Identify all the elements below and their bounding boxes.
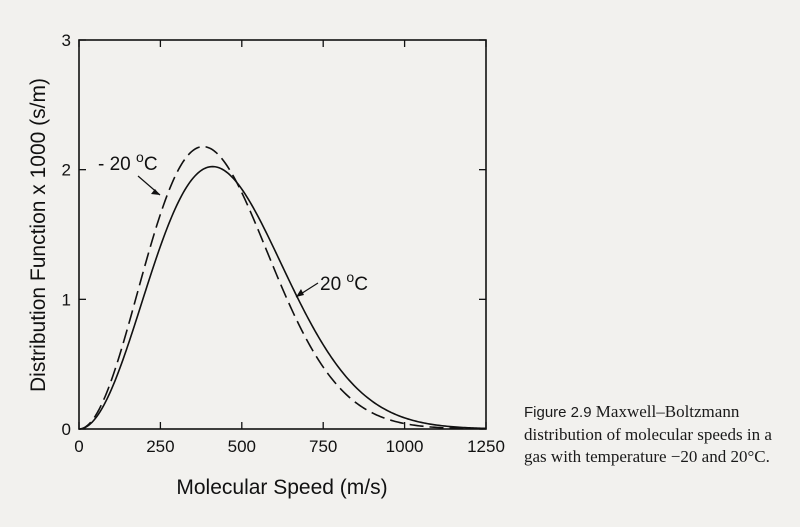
x-tick-label: 1000	[386, 437, 424, 456]
x-tick-label: 0	[74, 437, 83, 456]
x-tick-label: 1250	[467, 437, 505, 456]
caption-text: Maxwell–Boltzmann distribution of molecu…	[524, 402, 772, 466]
y-tick-label: 1	[62, 290, 71, 309]
arrow-head-icon	[296, 289, 304, 297]
x-axis-label: Molecular Speed (m/s)	[176, 476, 387, 499]
y-tick-label: 2	[62, 161, 71, 180]
series-line-20c	[78, 165, 487, 430]
axis-ticks: 0 250 500 750 1000 1250 0 1 2 3	[62, 31, 505, 456]
x-tick-label: 500	[228, 437, 256, 456]
figure-caption: Figure 2.9 Maxwell–Boltzmann distributio…	[524, 401, 794, 468]
y-tick-label: 3	[62, 31, 71, 50]
y-axis-label: Distribution Function x 1000 (s/m)	[27, 78, 50, 392]
series-line-minus-20c	[78, 145, 487, 430]
arrow-head-icon	[151, 189, 160, 195]
plot-frame	[78, 39, 487, 430]
series-layer	[78, 145, 487, 430]
annotation-minus-20c: - 20 oC	[98, 149, 158, 175]
x-tick-label: 750	[309, 437, 337, 456]
figure-number: Figure 2.9	[524, 404, 592, 421]
annotation-20c: 20 oC	[320, 269, 368, 295]
y-tick-label: 0	[62, 420, 71, 439]
x-tick-label: 250	[146, 437, 174, 456]
annotation-layer: - 20 oC 20 oC	[98, 149, 368, 298]
